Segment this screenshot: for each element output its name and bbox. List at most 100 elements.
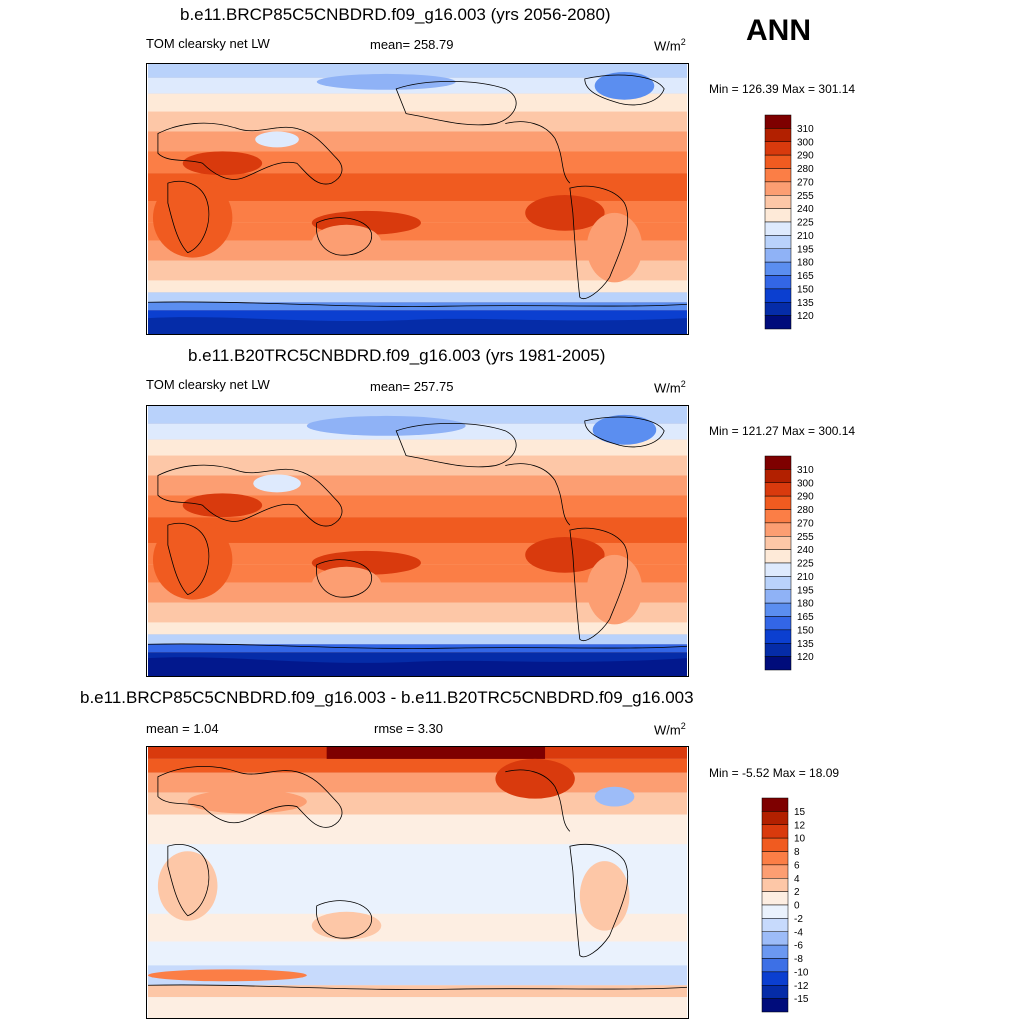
panel2-minmax: Min = 121.27 Max = 300.14 <box>709 424 856 438</box>
panel3-colorbar-swatch <box>761 878 789 892</box>
panel1-colorbar-swatch <box>764 275 792 290</box>
panel1-colorbar-tick-label: 300 <box>797 137 814 148</box>
panel1-colorbar-tick-label: 255 <box>797 191 814 202</box>
panel2-colorbar-tick-label: 225 <box>797 559 814 570</box>
panel2-colorbar-swatch <box>764 482 792 497</box>
panel1-colorbar-tick-label: 195 <box>797 244 814 255</box>
panel3-colorbar-swatch <box>761 904 789 919</box>
panel2-colorbar: 310 300 290 280 270 255 240 225 210 195 180 165 150 1… <box>764 455 814 671</box>
panel3-colorbar-tick-label: 4 <box>794 874 800 885</box>
panel2-colorbar-tick-label: 300 <box>797 478 814 489</box>
panel1-colorbar-tick-label: 240 <box>797 204 814 215</box>
panel2-colorbar-swatch <box>764 616 792 631</box>
season-label: ANN <box>746 14 811 47</box>
panel1-colorbar-tick-label: 150 <box>797 284 814 295</box>
panel3-map <box>146 746 689 1019</box>
panel2-colorbar-tick-label: 290 <box>797 492 814 503</box>
panel1-colorbar-tick-label: 270 <box>797 177 814 188</box>
panel3-colorbar-swatch <box>761 985 789 999</box>
panel3-colorbar-swatch <box>761 824 789 839</box>
panel3-colorbar-swatch <box>761 864 789 879</box>
panel1-colorbar-swatch <box>764 315 792 330</box>
panel2-colorbar-swatch <box>764 576 792 590</box>
panel1-colorbar-tick-label: 165 <box>797 271 814 282</box>
panel1-colorbar-swatch <box>764 181 792 196</box>
panel1-colorbar-swatch <box>764 248 792 263</box>
panel2-colorbar-tick-label: 150 <box>797 625 814 636</box>
panel2-colorbar-swatch <box>764 589 792 604</box>
panel2-colorbar-swatch <box>764 455 792 470</box>
panel2-units: W/m2 <box>654 379 686 396</box>
panel2-colorbar-tick-label: 255 <box>797 532 814 543</box>
panel2-colorbar-swatch <box>764 656 792 671</box>
panel1-colorbar-swatch <box>764 302 792 316</box>
panel2-colorbar-tick-label: 270 <box>797 518 814 529</box>
panel3-colorbar-tick-label: 6 <box>794 860 800 871</box>
panel3-colorbar-swatch <box>761 837 789 852</box>
panel1-colorbar-tick-label: 120 <box>797 311 814 322</box>
panel1-colorbar-swatch <box>764 195 792 209</box>
panel2-colorbar-tick-label: 310 <box>797 465 814 476</box>
panel3-colorbar-swatch <box>761 918 789 932</box>
panel3-colorbar-swatch <box>761 811 789 825</box>
panel1-colorbar-tick-label: 180 <box>797 258 814 269</box>
panel3-colorbar-swatch <box>761 998 789 1013</box>
panel3-mean: mean = 1.04 <box>146 721 219 736</box>
panel3-colorbar-swatch <box>761 971 789 986</box>
panel2-colorbar-swatch <box>764 629 792 644</box>
panel1-colorbar-tick-label: 210 <box>797 231 814 242</box>
panel2-colorbar-tick-label: 210 <box>797 572 814 583</box>
panel3-colorbar-tick-label: -6 <box>794 941 803 952</box>
panel1-colorbar-swatch <box>764 261 792 276</box>
panel2-colorbar-swatch <box>764 643 792 657</box>
panel2-title: b.e11.B20TRC5CNBDRD.f09_g16.003 (yrs 198… <box>188 346 606 365</box>
panel1-colorbar: 310 300 290 280 270 255 240 225 210 195 180 165 150 1… <box>764 114 814 330</box>
panel1-colorbar-swatch <box>764 288 792 303</box>
panel3-colorbar-tick-label: -10 <box>794 967 809 978</box>
panel2-colorbar-swatch <box>764 522 792 537</box>
panel1-colorbar-tick-label: 290 <box>797 151 814 162</box>
panel1-colorbar-swatch <box>764 235 792 249</box>
panel3-colorbar-tick-label: 12 <box>794 820 806 831</box>
panel2-colorbar-swatch <box>764 562 792 577</box>
panel2-colorbar-swatch <box>764 536 792 550</box>
panel3-colorbar-tick-label: 8 <box>794 847 800 858</box>
panel2-colorbar-swatch <box>764 469 792 483</box>
panel1-colorbar-tick-label: 310 <box>797 124 814 135</box>
panel3-colorbar-tick-label: -8 <box>794 954 803 965</box>
panel3-rmse: rmse = 3.30 <box>374 721 444 736</box>
panel1-colorbar-swatch <box>764 114 792 129</box>
panel2-colorbar-tick-label: 120 <box>797 652 814 663</box>
panel3-colorbar-tick-label: 15 <box>794 807 806 818</box>
panel3-colorbar-tick-label: -4 <box>794 927 803 938</box>
panel3-colorbar-tick-label: 2 <box>794 887 800 898</box>
panel2-colorbar-tick-label: 280 <box>797 505 814 516</box>
panel3-colorbar-tick-label: -15 <box>794 994 809 1005</box>
panel3-colorbar-tick-label: -2 <box>794 914 803 925</box>
panel3-colorbar-tick-label: 10 <box>794 834 806 845</box>
panel2-colorbar-swatch <box>764 602 792 617</box>
panel3-colorbar: 15 12 10 8 6 4 2 0 -2 -4 -6 -8 -10 -12 -15 <box>761 797 809 1013</box>
panel2-colorbar-swatch <box>764 509 792 524</box>
panel1-mean: mean= 258.79 <box>370 37 454 52</box>
panel2-colorbar-tick-label: 165 <box>797 612 814 623</box>
panel1-colorbar-tick-label: 225 <box>797 218 814 229</box>
panel1-colorbar-tick-label: 280 <box>797 164 814 175</box>
panel1-colorbar-swatch <box>764 208 792 223</box>
panel2-colorbar-tick-label: 240 <box>797 545 814 556</box>
panel1-map <box>146 63 689 335</box>
panel2-colorbar-swatch <box>764 549 792 564</box>
panel1-title: b.e11.BRCP85C5CNBDRD.f09_g16.003 (yrs 20… <box>180 5 611 24</box>
panel3-colorbar-swatch <box>761 931 789 946</box>
panel1-colorbar-swatch <box>764 128 792 142</box>
panel1-variable: TOM clearsky net LW <box>146 36 270 51</box>
panel3-colorbar-swatch <box>761 944 789 959</box>
panel1-colorbar-swatch <box>764 154 792 169</box>
panel1-colorbar-tick-label: 135 <box>797 298 814 309</box>
panel2-mean: mean= 257.75 <box>370 379 454 394</box>
panel2-colorbar-tick-label: 195 <box>797 585 814 596</box>
panel3-colorbar-swatch <box>761 958 789 973</box>
panel3-minmax: Min = -5.52 Max = 18.09 <box>709 766 840 780</box>
panel1-colorbar-swatch <box>764 221 792 236</box>
panel3-title: b.e11.BRCP85C5CNBDRD.f09_g16.003 - b.e11… <box>80 688 694 707</box>
